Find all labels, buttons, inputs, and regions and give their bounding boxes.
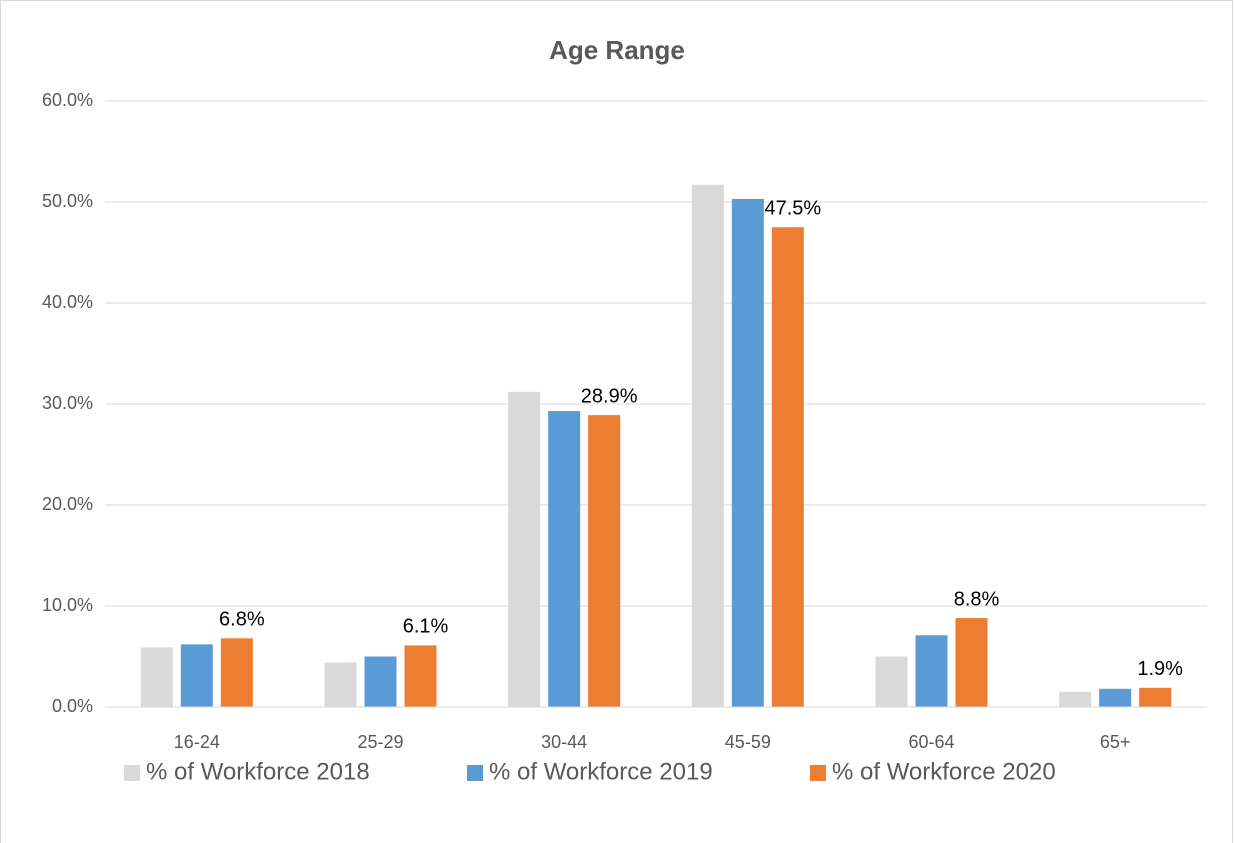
x-tick-label: 45-59 [725,732,771,752]
chart-title: Age Range [549,35,685,65]
x-tick-label: 16-24 [174,732,220,752]
y-tick-label: 50.0% [42,191,93,211]
bar [691,184,724,707]
x-tick-label: 65+ [1100,732,1131,752]
x-tick-label: 30-44 [541,732,587,752]
legend-label: % of Workforce 2020 [832,758,1056,785]
x-tick-label: 60-64 [908,732,954,752]
data-label: 8.8% [954,588,1000,610]
bar [1059,691,1092,707]
bar [1099,688,1132,707]
y-tick-label: 40.0% [42,292,93,312]
bar [1139,687,1172,707]
bar [771,227,804,707]
data-label: 47.5% [764,198,821,220]
data-label: 1.9% [1137,658,1183,680]
bar [324,662,357,707]
bar [220,638,253,707]
legend-swatch [467,765,483,781]
bar [955,618,988,707]
y-tick-label: 10.0% [42,595,93,615]
legend-swatch [810,765,826,781]
legend-label: % of Workforce 2019 [489,758,713,785]
legend-swatch [124,765,140,781]
y-tick-label: 30.0% [42,393,93,413]
bar [404,645,437,707]
x-tick-label: 25-29 [357,732,403,752]
legend-label: % of Workforce 2018 [146,758,370,785]
bar [364,656,397,707]
y-tick-label: 60.0% [42,90,93,110]
data-label: 6.8% [219,609,265,631]
bar [180,644,213,707]
bar [915,635,948,707]
bar [548,411,581,707]
y-tick-label: 20.0% [42,494,93,514]
bar [508,391,541,707]
data-label: 6.1% [403,616,449,638]
data-label: 28.9% [581,385,638,407]
bar [140,647,173,707]
bar [875,656,908,707]
y-tick-label: 0.0% [52,696,93,716]
bar [588,415,621,707]
bar [731,198,764,707]
